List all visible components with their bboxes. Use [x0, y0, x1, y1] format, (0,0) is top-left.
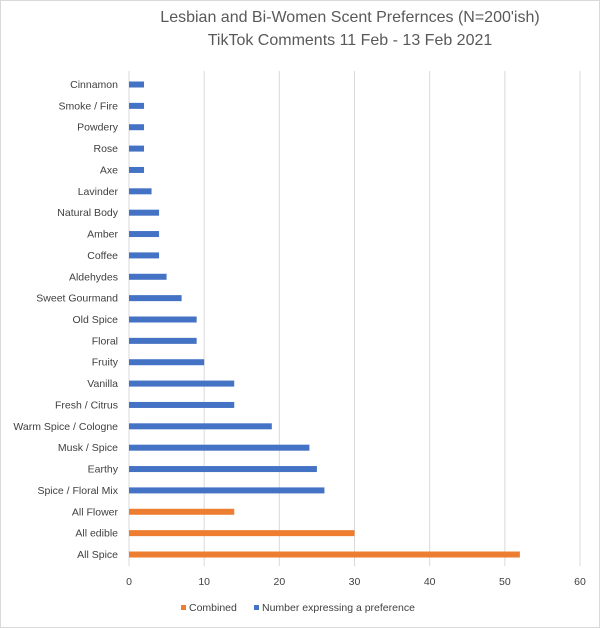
category-label-vanilla: Vanilla	[87, 378, 118, 390]
bar-fruity	[129, 359, 205, 366]
category-label-powdery: Powdery	[77, 122, 119, 134]
bar-natural-body	[129, 209, 160, 216]
x-tick-60: 60	[574, 576, 586, 588]
bar-amber	[129, 231, 160, 238]
legend-swatch-number-expressing-a-preference	[254, 605, 259, 610]
bar-aldehydes	[129, 273, 167, 280]
x-tick-20: 20	[273, 576, 285, 588]
category-label-cinnamon: Cinnamon	[70, 79, 118, 91]
category-label-aldehydes: Aldehydes	[69, 271, 118, 283]
bar-smoke-fire	[129, 102, 145, 109]
bar-all-spice	[129, 551, 520, 558]
category-label-all-spice: All Spice	[77, 549, 118, 561]
x-tick-10: 10	[198, 576, 210, 588]
x-tick-50: 50	[499, 576, 511, 588]
legend-label-combined: Combined	[189, 602, 237, 614]
x-tick-30: 30	[349, 576, 361, 588]
gridlines	[128, 71, 581, 566]
bar-all-edible	[129, 530, 355, 537]
category-label-spice-floral-mix: Spice / Floral Mix	[37, 485, 118, 497]
legend: Combined Number expressing a preference	[181, 602, 415, 614]
bar-floral	[129, 337, 197, 344]
category-label-coffee: Coffee	[87, 250, 118, 262]
category-label-musk-spice: Musk / Spice	[58, 442, 118, 454]
category-labels: Cinnamon Smoke / Fire Powdery Rose Axe Lavind…	[13, 79, 118, 561]
category-label-smoke-fire: Smoke / Fire	[58, 100, 118, 112]
bar-vanilla	[129, 380, 235, 387]
chart-subtitle: TikTok Comments 11 Feb - 13 Feb 2021	[208, 32, 493, 49]
category-label-fresh-citrus: Fresh / Citrus	[55, 399, 118, 411]
category-label-rose: Rose	[93, 143, 118, 155]
bar-powdery	[129, 124, 145, 131]
bar-cinnamon	[129, 81, 145, 88]
bar-old-spice	[129, 316, 197, 323]
category-label-amber: Amber	[87, 229, 118, 241]
category-label-natural-body: Natural Body	[57, 207, 118, 219]
bar-rose	[129, 145, 145, 152]
x-axis-ticks: 0 10 20 30 40 50 60	[126, 576, 586, 588]
category-label-sweet-gourmand: Sweet Gourmand	[36, 293, 118, 305]
bar-earthy	[129, 466, 317, 473]
category-label-warm-spice-cologne: Warm Spice / Cologne	[13, 421, 118, 433]
bar-fresh-citrus	[129, 401, 235, 408]
x-tick-40: 40	[424, 576, 436, 588]
legend-swatch-combined	[181, 605, 186, 610]
bar-lavinder	[129, 188, 152, 195]
legend-label-number-expressing-a-preference: Number expressing a preference	[262, 602, 415, 614]
category-label-axe: Axe	[100, 164, 118, 176]
bars	[129, 81, 520, 558]
category-label-all-flower: All Flower	[72, 506, 119, 518]
bar-warm-spice-cologne	[129, 423, 272, 430]
bar-sweet-gourmand	[129, 295, 182, 302]
category-label-fruity: Fruity	[92, 357, 119, 369]
category-label-earthy: Earthy	[88, 464, 119, 476]
bar-all-flower	[129, 508, 235, 515]
category-label-floral: Floral	[92, 335, 118, 347]
bar-musk-spice	[129, 444, 310, 451]
bar-spice-floral-mix	[129, 487, 325, 494]
category-label-all-edible: All edible	[75, 528, 118, 540]
category-label-lavinder: Lavinder	[78, 186, 119, 198]
bar-axe	[129, 166, 145, 173]
x-tick-0: 0	[126, 576, 132, 588]
bar-coffee	[129, 252, 160, 259]
category-label-old-spice: Old Spice	[72, 314, 118, 326]
chart-title: Lesbian and Bi-Women Scent Prefernces (N…	[160, 9, 539, 26]
